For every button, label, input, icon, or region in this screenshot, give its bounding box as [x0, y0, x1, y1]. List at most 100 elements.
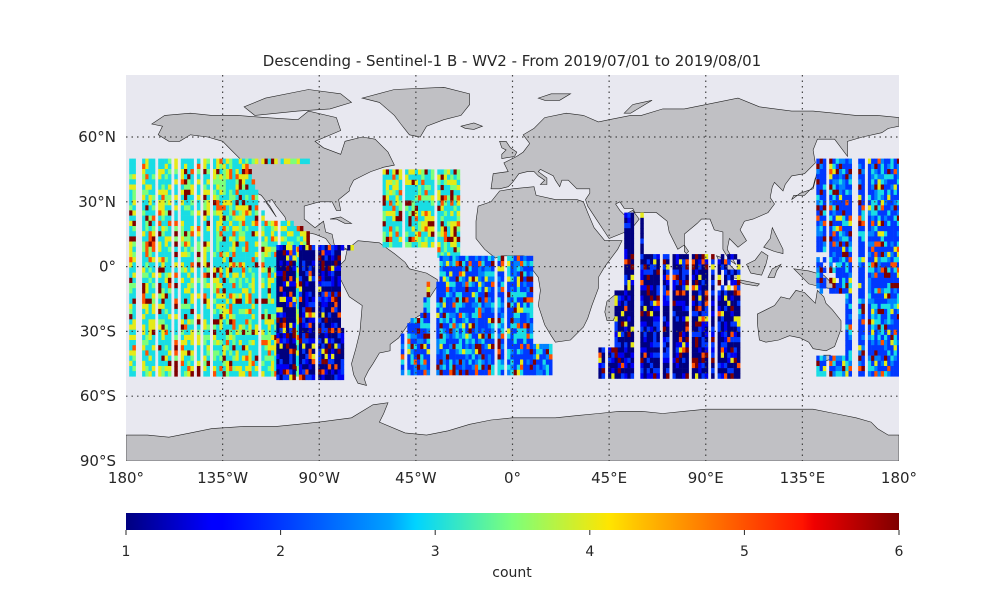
count-cell — [832, 158, 836, 165]
count-cell — [627, 212, 631, 219]
count-cell — [462, 369, 466, 376]
count-cell — [213, 163, 217, 170]
count-cell — [877, 194, 881, 201]
count-cell — [845, 345, 849, 351]
count-cell — [426, 349, 431, 355]
count-cell — [887, 220, 891, 227]
count-cell — [206, 236, 210, 242]
count-cell — [465, 281, 469, 288]
count-cell — [167, 314, 172, 320]
count-cell — [701, 269, 705, 276]
count-cell — [292, 312, 296, 318]
count-cell — [685, 305, 689, 312]
count-cell — [871, 257, 875, 263]
count-cell — [858, 236, 862, 242]
count-cell — [408, 205, 412, 212]
count-cell — [450, 195, 454, 201]
count-cell — [129, 371, 133, 377]
count-cell — [646, 352, 651, 359]
count-cell — [624, 352, 628, 359]
count-cell — [880, 303, 885, 310]
count-cell — [167, 220, 172, 227]
count-cell — [398, 205, 403, 212]
count-cell — [666, 280, 670, 286]
count-cell — [151, 236, 156, 242]
count-cell — [145, 179, 149, 185]
count-cell — [656, 352, 660, 359]
count-cell — [829, 184, 833, 190]
count-cell — [279, 343, 283, 349]
count-cell — [529, 364, 534, 371]
count-cell — [896, 179, 899, 185]
count-cell — [427, 210, 432, 217]
count-cell — [867, 293, 872, 299]
count-cell — [427, 205, 432, 212]
count-cell — [549, 359, 553, 365]
count-cell — [835, 231, 840, 237]
count-cell — [161, 355, 165, 362]
count-cell — [331, 312, 335, 318]
count-cell — [203, 246, 207, 253]
count-cell — [842, 158, 846, 165]
count-cell — [727, 352, 731, 359]
count-cell — [691, 274, 696, 281]
count-cell — [890, 293, 894, 299]
count-cell — [468, 369, 472, 376]
count-cell — [395, 195, 399, 201]
count-cell — [190, 340, 194, 346]
count-cell — [617, 337, 622, 343]
count-cell — [302, 260, 306, 267]
count-cell — [203, 241, 207, 247]
count-cell — [822, 267, 827, 273]
count-cell — [427, 195, 432, 201]
count-cell — [861, 366, 865, 372]
count-cell — [453, 252, 457, 258]
count-cell — [148, 226, 152, 232]
count-cell — [161, 231, 165, 237]
count-cell — [462, 255, 466, 262]
count-cell — [861, 329, 865, 336]
count-cell — [624, 217, 628, 224]
count-cell — [158, 262, 162, 268]
count-cell — [331, 353, 335, 360]
count-cell — [630, 233, 635, 239]
count-cell — [148, 308, 152, 315]
count-cell — [196, 236, 201, 242]
count-cell — [620, 368, 625, 374]
count-cell — [241, 267, 246, 273]
count-cell — [245, 288, 249, 294]
count-cell — [279, 286, 283, 292]
count-cell — [395, 200, 399, 206]
count-cell — [129, 314, 133, 320]
count-cell — [893, 350, 898, 356]
count-cell — [416, 333, 421, 340]
count-cell — [711, 331, 715, 338]
count-cell — [203, 257, 207, 263]
count-cell — [507, 271, 511, 277]
count-cell — [132, 366, 136, 372]
count-cell — [418, 210, 422, 217]
count-cell — [711, 321, 715, 327]
count-cell — [877, 371, 881, 377]
count-cell — [132, 169, 136, 175]
count-cell — [190, 236, 194, 242]
count-cell — [382, 195, 387, 201]
count-cell — [232, 345, 236, 351]
count-cell — [407, 343, 411, 350]
count-cell — [286, 327, 290, 334]
count-cell — [327, 265, 332, 272]
count-cell — [206, 298, 210, 305]
count-cell — [229, 184, 233, 190]
count-cell — [248, 210, 252, 216]
count-cell — [456, 169, 461, 175]
count-cell — [279, 250, 283, 256]
count-cell — [662, 269, 667, 276]
count-cell — [819, 169, 824, 175]
count-cell — [411, 169, 416, 175]
count-cell — [187, 355, 191, 362]
count-cell — [880, 215, 885, 222]
count-cell — [656, 347, 660, 353]
count-cell — [842, 272, 846, 279]
count-cell — [832, 360, 836, 367]
count-cell — [842, 169, 846, 175]
